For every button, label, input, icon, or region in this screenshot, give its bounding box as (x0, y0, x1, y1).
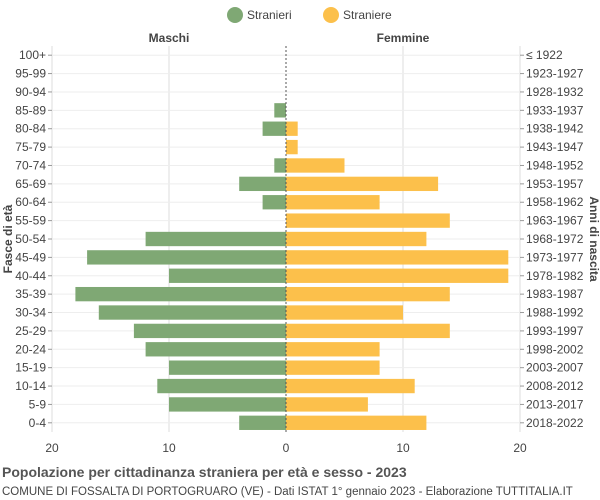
birth-year-label: ≤ 1922 (526, 48, 563, 62)
population-pyramid-chart: 100+ ≤ 1922 95-99 1923-1927 90-94 1928-1932 85… (1, 7, 600, 455)
bar-male-85-89 (274, 103, 286, 118)
age-group-label: 15-19 (15, 361, 46, 375)
x-tick-label: 10 (162, 441, 176, 455)
bar-female-5-9 (286, 397, 368, 412)
axes (48, 46, 524, 432)
birth-year-label: 1923-1927 (526, 67, 584, 81)
birth-year-label: 1938-1942 (526, 122, 584, 136)
bar-male-45-49 (87, 250, 286, 265)
legend: Stranieri Straniere (227, 7, 392, 23)
bar-female-50-54 (286, 231, 427, 247)
chart-subtitle: COMUNE DI FOSSALTA DI PORTOGRUARO (VE) -… (2, 486, 573, 498)
y-axis-label-left: Fasce di età (1, 204, 15, 273)
age-group-label: 65-69 (15, 177, 46, 191)
age-group-label: 40-44 (15, 269, 46, 283)
birth-year-label: 2013-2017 (526, 397, 584, 411)
age-group-label: 50-54 (15, 232, 46, 246)
legend-label-straniere: Straniere (343, 8, 392, 22)
bar-female-30-34 (286, 305, 403, 320)
bar-male-80-84 (262, 121, 286, 136)
x-tick-label: 0 (283, 441, 290, 455)
bar-male-25-29 (133, 323, 286, 339)
birth-year-label: 1948-1952 (526, 158, 584, 172)
birth-year-label: 1953-1957 (526, 177, 584, 191)
birth-year-label: 2018-2022 (526, 416, 584, 430)
age-group-label: 35-39 (15, 287, 46, 301)
age-group-label: 85-89 (15, 103, 46, 117)
bar-female-65-69 (286, 176, 439, 192)
bar-female-25-29 (286, 323, 450, 339)
birth-year-label: 1998-2002 (526, 342, 584, 356)
bars (75, 103, 509, 430)
bar-female-80-84 (286, 121, 298, 136)
bar-male-5-9 (169, 397, 286, 412)
age-group-label: 10-14 (15, 379, 46, 393)
age-group-label: 80-84 (15, 122, 46, 136)
bar-female-20-24 (286, 342, 380, 357)
bar-female-35-39 (286, 286, 450, 302)
birth-year-label: 1958-1962 (526, 195, 584, 209)
age-group-label: 5-9 (29, 397, 47, 411)
bar-female-70-74 (286, 158, 345, 173)
legend-label-stranieri: Stranieri (247, 8, 292, 22)
bar-male-50-54 (145, 231, 286, 247)
bar-female-10-14 (286, 378, 415, 394)
age-group-label: 45-49 (15, 250, 46, 264)
age-group-label: 90-94 (15, 85, 46, 99)
legend-marker-straniere (323, 7, 339, 23)
legend-marker-stranieri (227, 7, 243, 23)
bar-male-15-19 (169, 360, 286, 375)
birth-year-label: 1943-1947 (526, 140, 584, 154)
bar-female-15-19 (286, 360, 380, 375)
bar-female-40-44 (286, 268, 509, 283)
bar-female-45-49 (286, 250, 509, 265)
birth-year-label: 1988-1992 (526, 306, 584, 320)
bar-male-70-74 (274, 158, 286, 173)
bar-male-10-14 (157, 378, 286, 394)
x-tick-label: 20 (513, 441, 527, 455)
age-group-label: 20-24 (15, 342, 46, 356)
birth-year-label: 1993-1997 (526, 324, 584, 338)
bar-male-0-4 (239, 415, 286, 430)
labels: 100+ ≤ 1922 95-99 1923-1927 90-94 1928-1932 85… (1, 31, 600, 455)
birth-year-label: 2008-2012 (526, 379, 584, 393)
bar-female-75-79 (286, 139, 298, 155)
y-axis-label-right: Anni di nascita (587, 196, 600, 282)
bar-male-40-44 (169, 268, 286, 283)
bar-female-55-59 (286, 213, 450, 228)
bar-male-35-39 (75, 286, 287, 302)
bar-male-20-24 (145, 342, 286, 357)
header-femmine: Femmine (377, 31, 430, 45)
birth-year-label: 1983-1987 (526, 287, 584, 301)
age-group-label: 75-79 (15, 140, 46, 154)
bar-male-65-69 (239, 176, 286, 192)
age-group-label: 0-4 (29, 416, 47, 430)
bar-female-0-4 (286, 415, 427, 430)
header-maschi: Maschi (149, 31, 190, 45)
age-group-label: 70-74 (15, 158, 46, 172)
birth-year-label: 2003-2007 (526, 361, 584, 375)
age-group-label: 25-29 (15, 324, 46, 338)
birth-year-label: 1963-1967 (526, 214, 584, 228)
birth-year-label: 1973-1977 (526, 250, 584, 264)
birth-year-label: 1933-1937 (526, 103, 584, 117)
age-group-label: 60-64 (15, 195, 46, 209)
x-tick-label: 10 (396, 441, 410, 455)
age-group-label: 55-59 (15, 214, 46, 228)
age-group-label: 95-99 (15, 67, 46, 81)
bar-male-60-64 (262, 195, 286, 210)
bar-female-60-64 (286, 195, 380, 210)
age-group-label: 100+ (19, 48, 46, 62)
birth-year-label: 1978-1982 (526, 269, 584, 283)
x-tick-label: 20 (45, 441, 59, 455)
birth-year-label: 1928-1932 (526, 85, 584, 99)
chart-title: Popolazione per cittadinanza straniera p… (2, 464, 407, 480)
bar-male-30-34 (98, 305, 286, 320)
age-group-label: 30-34 (15, 306, 46, 320)
birth-year-label: 1968-1972 (526, 232, 584, 246)
